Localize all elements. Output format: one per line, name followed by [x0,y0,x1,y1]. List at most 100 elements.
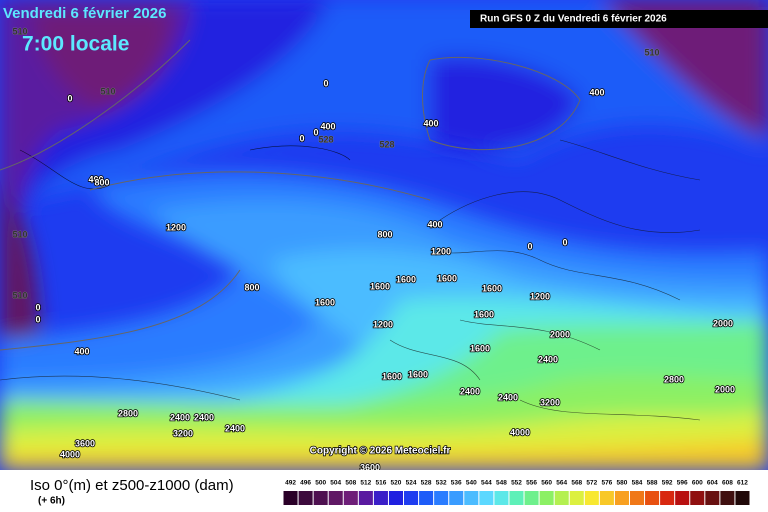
contour-label: 510 [644,47,659,57]
contour-label: 3200 [173,428,193,438]
contour-label: 1600 [370,281,390,291]
legend-label: 500 [315,480,326,487]
contour-label: 800 [377,229,392,239]
date: Vendredi 6 février 2026 [3,5,166,22]
contour-label: 4000 [510,427,530,437]
time: 7:00 locale [22,33,129,56]
legend-swatch [298,491,313,505]
legend-swatch [419,491,434,505]
contour-label: 2000 [550,329,570,339]
legend-label: 536 [451,480,462,487]
contour-label: 2400 [194,412,214,422]
contour-label: 800 [94,177,109,187]
contour-label: 400 [88,174,103,184]
legend-label: 612 [737,480,748,487]
run-info: Run GFS 0 Z du Vendredi 6 février 2026 [480,14,667,25]
legend-label: 564 [556,480,567,487]
contour-label: 528 [318,134,333,144]
contour-label: 1200 [166,222,186,232]
legend-swatch [599,491,614,505]
legend-swatch [434,491,449,505]
legend-label: 588 [647,480,658,487]
contour-label: 1200 [373,319,393,329]
contour-label: 510 [12,26,27,36]
contour-label: 400 [427,219,442,229]
legend: 492 496 500 504 508 512 516 520 524 528 532 536 540 5… [283,480,750,505]
contour-label: 0 [527,241,532,251]
contour-label: 1200 [530,291,550,301]
contour-label: 1600 [408,369,428,379]
contour-label: 400 [320,121,335,131]
contour-label: 3600 [75,438,95,448]
copyright: Copyright © 2026 Meteociel.fr [310,446,451,457]
legend-label: 552 [511,480,522,487]
legend-swatch [645,491,660,505]
contour-label: 2800 [118,408,138,418]
legend-label: 504 [330,480,341,487]
contour-label: 2400 [460,386,480,396]
contour-label: 800 [244,282,259,292]
contour-label: 0 [323,78,328,88]
legend-swatch [283,491,298,505]
legend-swatch [343,491,358,505]
legend-swatch [554,491,569,505]
contour-label: 1600 [382,371,402,381]
legend-swatch [449,491,464,505]
footer-subtitle: (+ 6h) [38,496,65,507]
contour-label: 2800 [664,374,684,384]
contour-label: 1600 [315,297,335,307]
contour-labels: 5105105105105100040040005280528400400800… [12,26,736,473]
contour-label: 1600 [396,274,416,284]
legend-label: 540 [466,480,477,487]
map [0,0,768,470]
legend-label: 528 [421,480,432,487]
contour-label: 400 [589,87,604,97]
legend-label: 520 [391,480,402,487]
legend-swatch [539,491,554,505]
legend-swatch [675,491,690,505]
contour-label: 1600 [470,343,490,353]
contour-label: 0 [35,314,40,324]
legend-label: 600 [692,480,703,487]
legend-swatch [584,491,599,505]
contour-label: 510 [12,290,27,300]
legend-label: 580 [617,480,628,487]
legend-swatch [358,491,373,505]
legend-label: 556 [526,480,537,487]
legend-label: 604 [707,480,718,487]
legend-label: 544 [481,480,492,487]
contour-label: 400 [423,118,438,128]
contour-label: 1600 [437,273,457,283]
legend-swatch [660,491,675,505]
contour-label: 1200 [431,246,451,256]
contour-label: 0 [299,133,304,143]
legend-label: 584 [632,480,643,487]
legend-label: 516 [375,480,386,487]
legend-label: 524 [406,480,417,487]
legend-label: 596 [677,480,688,487]
contour-label: 0 [35,302,40,312]
legend-swatch [569,491,584,505]
contour-label: 0 [67,93,72,103]
legend-swatch [705,491,720,505]
legend-label: 548 [496,480,507,487]
legend-swatch [690,491,705,505]
contour-label: 510 [100,86,115,96]
legend-swatch [479,491,494,505]
legend-label: 508 [345,480,356,487]
contour-label: 3200 [540,397,560,407]
legend-label: 532 [436,480,447,487]
contour-label: 2000 [713,318,733,328]
legend-swatch [614,491,629,505]
legend-swatch [328,491,343,505]
legend-label: 492 [285,480,296,487]
contour-label: 4000 [60,449,80,459]
run-box [470,10,768,28]
legend-swatch [313,491,328,505]
legend-label: 592 [662,480,673,487]
contour-label: 2400 [225,423,245,433]
legend-swatch [373,491,388,505]
legend-swatch [388,491,404,505]
contour-label: 0 [562,237,567,247]
